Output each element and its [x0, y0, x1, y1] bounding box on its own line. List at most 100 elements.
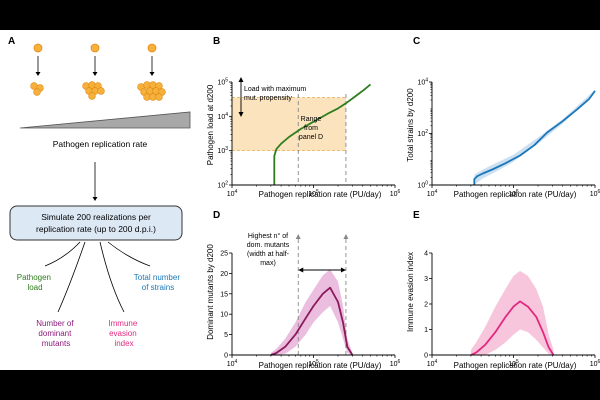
panel-c-y-tick-label: 100	[417, 181, 428, 190]
output-dominant-mutants: Number of dominant mutants	[36, 319, 76, 348]
single-virion-icon	[33, 43, 43, 53]
virion-group	[30, 43, 166, 101]
tick-exponent: 3	[225, 146, 228, 152]
panel-e-y-tick-label: 0	[424, 353, 428, 360]
panel-b-ylabel: Pathogen load at d200	[206, 84, 215, 165]
annotation-mutants-line-1: Highest n° of	[248, 232, 288, 240]
tick-exponent: 4	[235, 189, 238, 195]
annotation-mutants-line-3: (width at half-	[247, 251, 290, 258]
arrowhead-icon	[343, 234, 349, 239]
panel-a: A Pathogen replication rate	[8, 36, 191, 348]
arrowhead-icon	[238, 77, 244, 82]
arrow-to-strains	[107, 241, 151, 267]
arrow-to-load	[44, 241, 81, 267]
panel-e-ylabel: Immune evasion index	[406, 252, 415, 332]
panel-d: D 104 105 106 0 5 10 15 20 25 Pathogen replicati…	[206, 210, 401, 370]
annotation-range-line-3: panel D	[299, 134, 323, 141]
replication-rate-wedge	[19, 111, 191, 129]
panel-b-xlabel: Pathogen replication rate (PU/day)	[259, 190, 382, 199]
panel-d-y-tick-label: 5	[224, 332, 228, 339]
panel-e-y-tick-label: 1	[424, 327, 428, 334]
panel-e-xlabel: Pathogen replication rate (PU/day)	[454, 361, 577, 370]
box-text-line-2: replication rate (up to 200 d.p.i.)	[36, 224, 156, 234]
virion-icon	[88, 92, 96, 100]
tick-exponent: 5	[225, 78, 228, 84]
arrowhead-icon	[238, 112, 244, 117]
figure-canvas: A Pathogen replication rate	[0, 30, 600, 370]
panel-b-series-line	[273, 83, 372, 185]
panel-c-y-tick-label: 104	[417, 78, 428, 87]
virion-clusters	[30, 81, 166, 101]
simulation-box	[9, 205, 183, 241]
panel-c-uncertainty-band	[474, 89, 595, 185]
panel-b-y-tick-label: 105	[217, 78, 228, 87]
tick-exponent: 2	[225, 181, 228, 187]
panel-b: B 104 105 106 102 103 104 105 Pathogen replica…	[206, 36, 401, 199]
tick-exponent: 6	[598, 189, 600, 195]
output-immune-evasion: Immune evasion index	[108, 319, 139, 348]
panel-c-xlabel: Pathogen replication rate (PU/day)	[454, 190, 577, 199]
panel-d-ylabel: Dominant mutants by d200	[206, 244, 215, 340]
tick-exponent: 4	[225, 112, 228, 118]
panel-b-x-tick-label: 104	[227, 189, 238, 198]
virion-icon	[155, 93, 163, 101]
annotation-range-line-2: from	[304, 125, 318, 132]
panel-b-y-tick-label: 102	[217, 181, 228, 190]
panel-c-x-tick-label: 106	[590, 189, 600, 198]
panel-c: C 104 105 106 100 102 104 Pathogen replicatio…	[406, 36, 600, 199]
arrow-to-evasion	[99, 241, 125, 313]
panel-e-y-tick-label: 2	[424, 302, 428, 309]
panel-c-x-tick-label: 105	[508, 189, 519, 198]
panel-e-y-tick-label: 4	[424, 251, 428, 258]
panel-e-series-line	[470, 300, 555, 356]
panel-b-x-tick-label: 105	[308, 189, 319, 198]
panel-b-y-tick-label: 103	[217, 146, 228, 155]
panel-d-y-tick-label: 15	[220, 291, 228, 298]
annotation-range-line-1: Range	[301, 116, 322, 123]
tick-exponent: 5	[316, 189, 319, 195]
tick-exponent: 0	[425, 181, 428, 187]
panel-b-shaded-band	[232, 97, 346, 151]
output-immune-evasion-line-3: index	[114, 339, 133, 348]
panel-e-uncertainty-band	[470, 270, 554, 355]
annotation-mutants-line-4: max)	[260, 260, 276, 267]
arrowhead-icon	[92, 197, 98, 201]
panel-d-y-tick-label: 25	[220, 251, 228, 258]
arrowhead-icon	[295, 234, 301, 239]
figure-svg: A Pathogen replication rate	[8, 36, 600, 370]
tick-exponent: 2	[425, 129, 428, 135]
tick-exponent: 6	[398, 189, 401, 195]
panel-b-x-tick-label: 106	[390, 189, 401, 198]
single-virion-icon	[147, 43, 157, 53]
arrowhead-icon	[298, 267, 304, 273]
arrowhead-icon	[340, 267, 346, 273]
output-pathogen-load-line-1: Pathogen	[17, 273, 51, 282]
virion-icon	[33, 88, 41, 96]
panel-c-ylabel: Total strains by d200	[406, 88, 415, 162]
panel-c-label: C	[413, 36, 420, 47]
output-pathogen-load-line-2: load	[27, 283, 42, 292]
tick-exponent: 4	[425, 78, 428, 84]
panel-c-x-tick-label: 104	[427, 189, 438, 198]
panel-e: E 104 105 106 0 1 2 3 4 Pathogen replication ra…	[406, 210, 600, 370]
tick-exponent: 5	[316, 359, 319, 365]
box-text-line-1: Simulate 200 realizations per	[41, 212, 151, 222]
panel-e-y-tick-label: 3	[424, 276, 428, 283]
panel-b-label: B	[213, 36, 220, 47]
panel-d-x-tick-label: 104	[227, 359, 238, 368]
panel-e-plot: 104 105 106 0 1 2 3 4	[424, 251, 600, 369]
output-total-strains: Total number of strains	[134, 273, 182, 292]
arrowhead-icon	[149, 72, 155, 76]
panel-e-x-tick-label: 104	[427, 359, 438, 368]
annotation-mutants-line-2: dom. mutants	[247, 242, 290, 249]
tick-exponent: 4	[435, 359, 438, 365]
panel-c-series-line	[473, 90, 596, 185]
panel-d-plot: 104 105 106 0 5 10 15 20 25	[220, 234, 401, 368]
arrowhead-icon	[35, 72, 41, 76]
tick-exponent: 4	[235, 359, 238, 365]
panel-e-label: E	[413, 210, 420, 221]
single-virion-icon	[90, 43, 100, 53]
tick-exponent: 6	[598, 359, 600, 365]
output-dominant-mutants-line-2: dominant	[38, 329, 72, 338]
